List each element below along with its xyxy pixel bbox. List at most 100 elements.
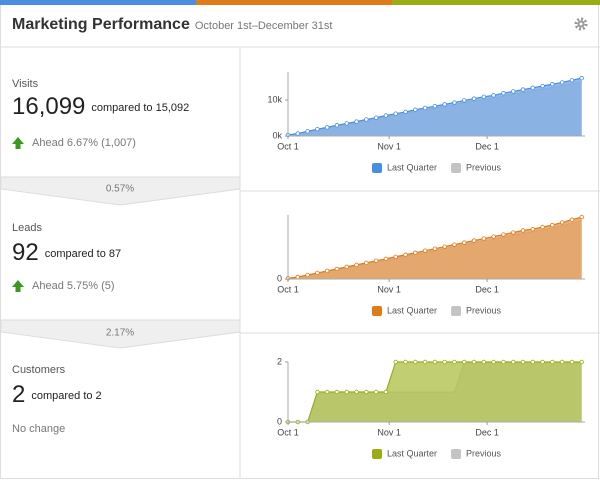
point: [364, 117, 369, 122]
point: [422, 359, 428, 365]
legend-label: Last Quarter: [387, 448, 437, 458]
legend-swatch: [451, 163, 462, 173]
value: 16,099: [12, 93, 85, 120]
conversion-rate: 0.57%: [106, 184, 134, 195]
point: [550, 82, 555, 87]
legend-swatch: [372, 449, 382, 459]
point: [559, 220, 565, 225]
point: [364, 260, 369, 266]
point: [579, 214, 584, 220]
point: [471, 238, 477, 243]
point: [481, 236, 487, 241]
point: [530, 226, 535, 232]
legend-label: Last Quarter: [387, 162, 437, 172]
legend-swatch: [451, 306, 462, 316]
legend-item: Last Quarter: [372, 305, 437, 316]
y-tick-label: 2: [277, 356, 282, 366]
point: [481, 359, 487, 365]
point: [510, 89, 516, 94]
point: [334, 123, 340, 128]
point: [324, 268, 330, 274]
point: [540, 83, 545, 89]
y-tick-label: 0: [277, 416, 282, 426]
point: [442, 102, 447, 107]
color-bar: [392, 0, 600, 5]
legend-label: Previous: [466, 162, 502, 172]
point: [462, 359, 467, 365]
point: [432, 246, 438, 251]
legend-item: Previous: [451, 162, 502, 173]
point: [305, 129, 310, 134]
point: [550, 359, 555, 365]
point: [344, 389, 349, 395]
legend-item: Previous: [451, 305, 502, 316]
metric-status: No change: [12, 423, 65, 435]
point: [373, 115, 379, 120]
point: [315, 270, 320, 276]
metric-value: 16,099 compared to 15,092: [12, 93, 189, 120]
x-tick-label: Oct 1: [277, 427, 299, 437]
funnel-band: [0, 319, 241, 349]
settings-icon[interactable]: [574, 17, 588, 31]
subtitle: October 1st–December 31st: [195, 20, 333, 32]
point: [354, 119, 359, 124]
area: [288, 362, 582, 422]
comparison: compared to 87: [45, 248, 121, 260]
up-arrow: [12, 280, 24, 292]
point: [295, 131, 300, 136]
x-tick-label: Nov 1: [377, 427, 401, 437]
x-tick-label: Dec 1: [475, 141, 499, 151]
metric-value: 2 compared to 2: [12, 381, 102, 408]
metric-label: Customers: [12, 364, 66, 376]
point: [442, 359, 447, 365]
color-bar: [196, 0, 392, 5]
metric-value: 92 compared to 87: [12, 239, 121, 266]
point: [569, 217, 575, 222]
point: [373, 389, 379, 395]
legend-label: Previous: [466, 448, 502, 458]
point: [315, 389, 320, 395]
point: [324, 389, 330, 395]
up-arrow: [12, 137, 24, 149]
point: [354, 262, 359, 268]
legend-swatch: [372, 163, 382, 173]
point: [383, 113, 389, 118]
x-tick-label: Oct 1: [277, 284, 299, 294]
value: 92: [12, 239, 39, 266]
point: [462, 240, 467, 245]
point: [471, 96, 477, 101]
point: [364, 389, 369, 395]
point: [501, 91, 506, 96]
point: [491, 359, 496, 365]
point: [334, 389, 340, 395]
point: [520, 87, 526, 92]
point: [520, 228, 526, 233]
comparison: compared to 2: [31, 390, 101, 402]
point: [324, 125, 330, 130]
point: [334, 266, 340, 272]
area: [288, 217, 582, 279]
point: [344, 121, 349, 126]
point: [491, 93, 496, 98]
point: [530, 359, 535, 365]
x-tick-label: Dec 1: [475, 284, 499, 294]
point: [413, 250, 418, 255]
point: [510, 230, 516, 235]
point: [422, 248, 428, 253]
point: [383, 256, 389, 261]
point: [550, 222, 555, 228]
point: [432, 103, 438, 109]
point: [510, 359, 516, 365]
point: [403, 109, 408, 115]
metric-status: Ahead 6.67% (1,007): [32, 137, 136, 149]
metric-label: Leads: [12, 222, 42, 234]
point: [501, 232, 506, 237]
point: [452, 100, 457, 105]
point: [579, 75, 584, 81]
point: [452, 359, 457, 365]
legend-swatch: [372, 306, 382, 316]
point: [569, 78, 575, 83]
metric-label: Visits: [12, 78, 39, 90]
point: [540, 224, 545, 230]
